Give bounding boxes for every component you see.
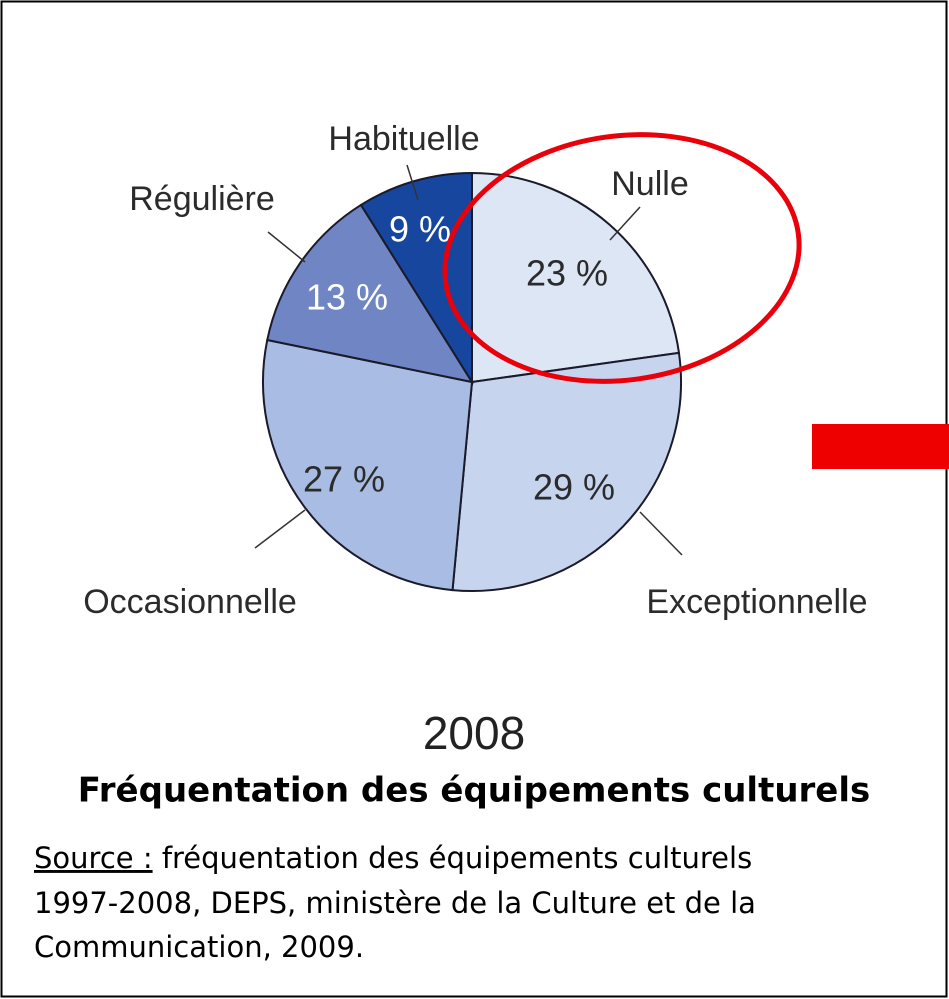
category-label: Nulle	[611, 165, 688, 203]
leader-line	[639, 511, 683, 556]
source-line: Communication, 2009.	[34, 930, 364, 964]
highlight-ellipse	[442, 132, 802, 384]
value-label: 13 %	[306, 277, 388, 318]
pie-slice	[359, 171, 473, 386]
source-line: Source : fréquentation des équipements c…	[34, 841, 752, 875]
leader-line	[254, 509, 306, 549]
leader-line	[609, 206, 641, 241]
value-label: 23 %	[526, 253, 608, 294]
chart-title: Fréquentation des équipements culturels	[78, 771, 871, 811]
value-label: 29 %	[533, 467, 615, 508]
arrow-marker	[812, 424, 949, 469]
value-label: 27 %	[303, 459, 385, 500]
category-label: Occasionnelle	[83, 583, 297, 621]
source-label: Source :	[34, 841, 153, 875]
pie-slice	[262, 338, 474, 592]
category-label: Habituelle	[328, 120, 479, 158]
source-text: fréquentation des équipements culturels	[162, 841, 752, 875]
source-line: 1997-2008, DEPS, ministère de la Culture…	[34, 886, 756, 920]
pie-slice	[266, 203, 475, 384]
category-label: Régulière	[129, 180, 275, 218]
chart-subtitle: 2008	[423, 707, 525, 759]
category-label: Exceptionnelle	[646, 583, 867, 621]
pie-slice	[451, 351, 682, 592]
value-label: 9 %	[389, 209, 451, 250]
leader-line	[267, 231, 306, 263]
leader-line	[406, 164, 419, 201]
pie: 23 % Nulle 29 % Exceptionnelle 27 % Occasionn…	[83, 120, 867, 621]
